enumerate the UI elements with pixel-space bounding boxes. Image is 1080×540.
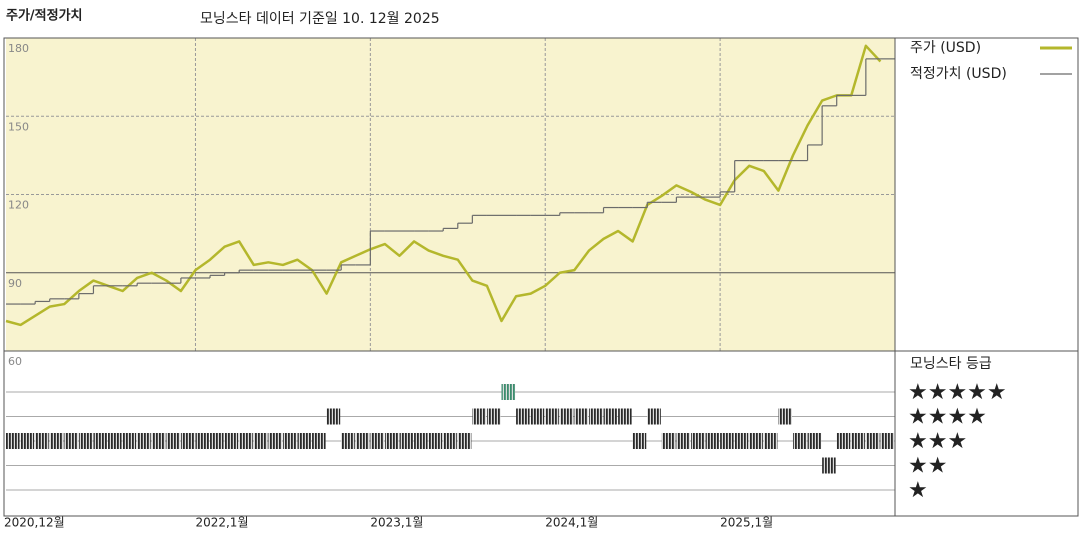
rating-mark [501, 384, 516, 400]
rating-mark [239, 433, 253, 449]
rating-label: ★★★★★ [908, 380, 1007, 405]
rating-mark [720, 433, 734, 449]
rating-mark [603, 408, 618, 425]
legend-label: 주가 (USD) [910, 40, 981, 56]
rating-mark [749, 433, 763, 449]
rating-mark [705, 433, 720, 449]
rating-mark [836, 433, 851, 449]
rating-mark [690, 433, 705, 449]
rating-mark [210, 433, 224, 449]
x-tick-label: 2020,12월 [4, 516, 65, 530]
x-tick-label: 2022,1월 [195, 516, 248, 530]
rating-mark [545, 408, 559, 425]
rating-mark [632, 433, 647, 449]
rating-mark [122, 433, 137, 449]
rating-mark [486, 408, 501, 425]
rating-mark [312, 433, 326, 449]
rating-label: ★★★ [908, 429, 967, 454]
rating-mark [341, 433, 355, 449]
legend-label: 적정가치 (USD) [910, 66, 1007, 82]
rating-mark [647, 408, 661, 425]
rating-mark [734, 433, 749, 449]
rating-mark [763, 433, 778, 449]
rating-mark [297, 433, 312, 449]
rating-mark [195, 433, 210, 449]
rating-mark [822, 457, 836, 474]
rating-mark [851, 433, 865, 449]
rating-mark [472, 408, 486, 425]
rating-mark [166, 433, 180, 449]
rating-mark [516, 408, 530, 425]
rating-mark [326, 408, 341, 425]
x-tick-label: 2024,1월 [545, 516, 598, 530]
rating-mark [807, 433, 822, 449]
y-tick-label: 180 [8, 42, 29, 55]
rating-mark [661, 433, 676, 449]
rating-mark [20, 433, 35, 449]
rating-mark [574, 408, 588, 425]
y-label: 주가/적정가치 [6, 8, 83, 24]
rating-mark [588, 408, 603, 425]
y-tick-label: 60 [8, 355, 22, 368]
rating-mark [443, 433, 457, 449]
rating-label: ★★★★ [908, 405, 987, 430]
rating-mark [399, 433, 414, 449]
rating-mark [64, 433, 78, 449]
rating-mark [268, 433, 282, 449]
rating-mark [880, 433, 894, 449]
rating-mark [676, 433, 690, 449]
rating-mark [49, 433, 64, 449]
rating-mark [151, 433, 166, 449]
rating-mark [530, 408, 545, 425]
y-tick-label: 120 [8, 199, 29, 212]
rating-mark [253, 433, 268, 449]
rating-mark [6, 433, 20, 449]
rating-mark [355, 433, 370, 449]
rating-mark [778, 408, 792, 425]
frame [3, 37, 1079, 517]
x-tick-label: 2023,1월 [370, 516, 423, 530]
rating-mark [108, 433, 122, 449]
rating-label: ★★ [908, 454, 947, 479]
x-tick-label: 2025,1월 [720, 516, 773, 530]
rating-mark [792, 433, 807, 449]
rating-mark [428, 433, 443, 449]
rating-mark [457, 433, 472, 449]
rating-label: ★ [908, 478, 928, 503]
rating-mark [137, 433, 151, 449]
y-tick-label: 150 [8, 120, 29, 133]
rating-mark [618, 408, 632, 425]
rating-mark [370, 433, 384, 449]
rating-mark [78, 433, 93, 449]
chart-title: 모닝스타 데이터 기준일 10. 12월 2025 [200, 11, 440, 27]
rating-mark [282, 433, 297, 449]
rating-title: 모닝스타 등급 [910, 356, 992, 372]
rating-mark [224, 433, 239, 449]
rating-mark [559, 408, 574, 425]
y-tick-label: 90 [8, 277, 22, 290]
rating-mark [180, 433, 195, 449]
rating-mark [35, 433, 49, 449]
rating-mark [93, 433, 108, 449]
rating-mark [414, 433, 428, 449]
rating-mark [384, 433, 399, 449]
rating-mark [865, 433, 880, 449]
